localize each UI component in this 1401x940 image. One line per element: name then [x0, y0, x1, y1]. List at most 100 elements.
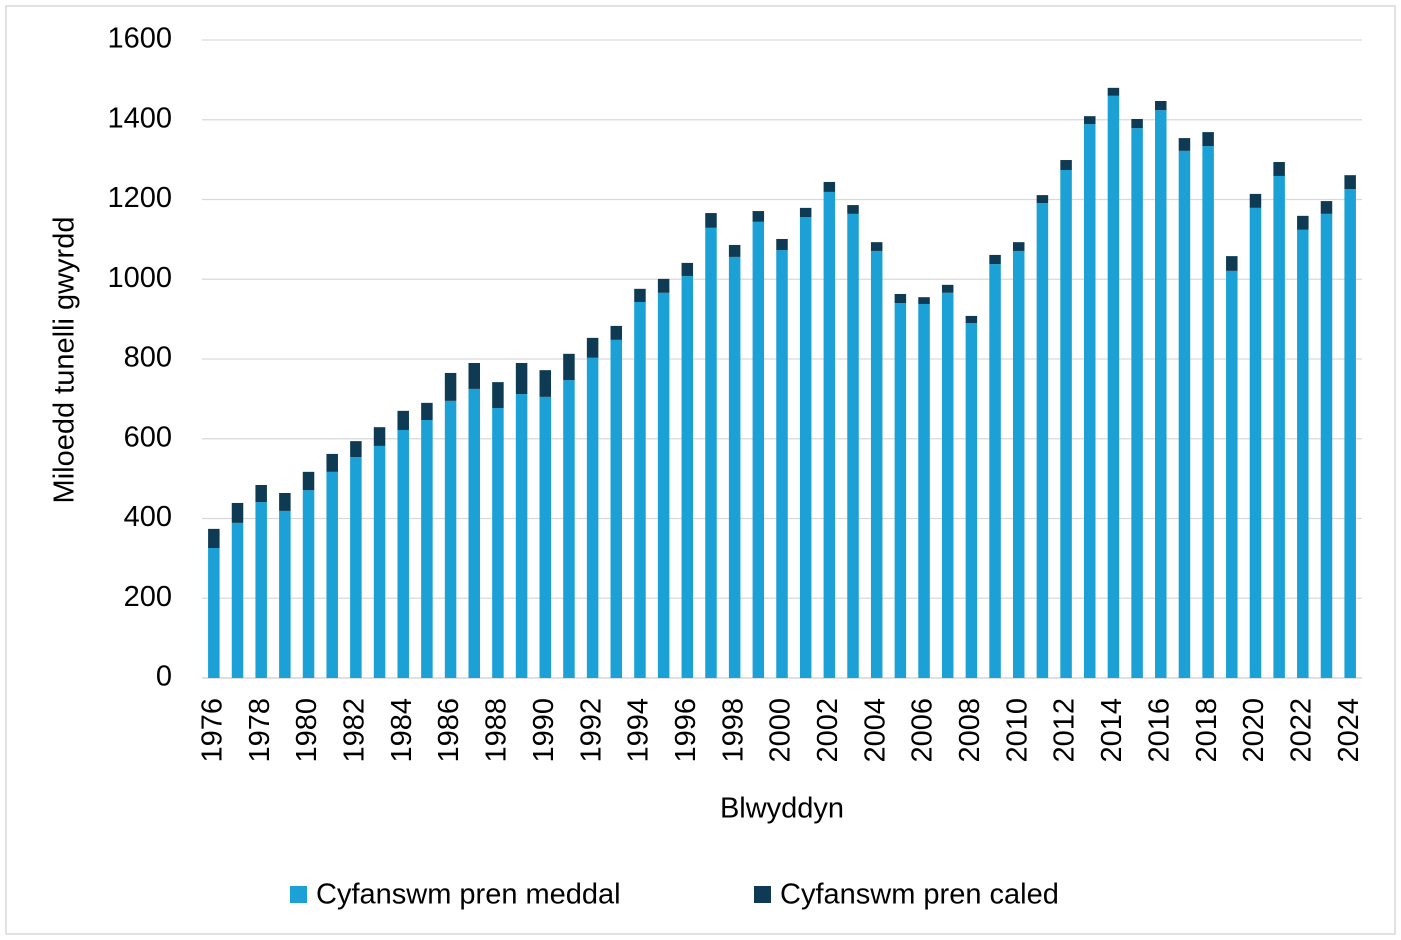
bar-segment: [1178, 150, 1191, 679]
bar-segment: [326, 453, 338, 472]
bar-segment: [1202, 132, 1214, 147]
y-tick-label: 1400: [107, 102, 172, 134]
bar-segment: [1273, 162, 1285, 176]
bar-segment: [1297, 229, 1309, 678]
bar-segment: [1155, 101, 1167, 111]
bar-segment: [1036, 195, 1049, 204]
legend-label: Cyfanswm pren meddal: [316, 879, 621, 911]
bar-segment: [1249, 193, 1262, 208]
bar-segment: [1344, 189, 1356, 678]
bar-segment: [563, 380, 575, 678]
x-tick-label: 2016: [1143, 698, 1175, 763]
bar-segment: [823, 181, 836, 192]
y-tick-label: 0: [156, 661, 172, 693]
x-tick-label: 2002: [812, 698, 844, 763]
bar-segment: [847, 205, 859, 214]
bar-segment: [799, 217, 812, 679]
x-tick-label: 1976: [196, 698, 228, 763]
x-tick-label: 2000: [765, 698, 797, 763]
bar-segment: [1320, 213, 1333, 679]
bar-segment: [1084, 116, 1096, 125]
bar-segment: [705, 213, 717, 228]
x-tick-label: 1986: [433, 698, 465, 763]
x-tick-label: 2018: [1191, 698, 1223, 763]
bar-segment: [468, 388, 480, 678]
bar-segment: [302, 471, 315, 491]
x-tick-label: 1984: [386, 698, 418, 763]
y-tick-label: 200: [124, 581, 172, 613]
x-tick-label: 1988: [481, 698, 513, 763]
bar-segment: [681, 262, 694, 277]
bar-segment: [918, 303, 930, 678]
bar-segment: [776, 238, 788, 251]
bar-segment: [989, 264, 1001, 678]
bar-segment: [1297, 215, 1309, 230]
x-tick-label: 1994: [623, 698, 655, 763]
bar-segment: [326, 471, 338, 678]
bar-segment: [515, 362, 528, 395]
y-tick-label: 1200: [107, 182, 172, 214]
x-tick-label: 2008: [954, 698, 986, 763]
bar-segment: [255, 485, 267, 503]
y-tick-label: 600: [124, 421, 172, 453]
x-tick-label: 2014: [1096, 698, 1128, 763]
x-axis-title: Blwyddyn: [720, 793, 844, 825]
bar-segment: [373, 427, 386, 446]
bar-segment: [705, 227, 717, 678]
bar-segment: [1226, 256, 1238, 271]
bar-segment: [444, 372, 457, 401]
bar-segment: [728, 244, 741, 257]
bar-segment: [1084, 124, 1096, 679]
bar-segment: [1107, 87, 1120, 96]
bar-segment: [586, 357, 599, 678]
x-tick-label: 2012: [1049, 698, 1081, 763]
legend-swatch: [754, 886, 771, 903]
bar-segment: [965, 315, 978, 324]
bar-segment: [231, 522, 244, 678]
bar-segment: [1107, 95, 1120, 678]
bar-segment: [397, 429, 409, 678]
bar-segment: [421, 402, 433, 421]
bar-segment: [1060, 169, 1072, 678]
bar-segment: [681, 276, 694, 678]
bar-segment: [965, 323, 978, 678]
bar-segment: [823, 191, 836, 678]
bar-segment: [894, 294, 907, 304]
bar-segment: [492, 408, 504, 678]
x-tick-label: 2004: [859, 698, 891, 763]
bar-segment: [231, 502, 244, 523]
x-tick-label: 1990: [528, 698, 560, 763]
bar-segment: [1320, 201, 1333, 214]
x-tick-label: 2022: [1285, 698, 1317, 763]
x-tick-label: 1982: [339, 698, 371, 763]
bar-segment: [1060, 160, 1072, 170]
bar-segment: [302, 490, 315, 678]
bar-segment: [444, 400, 457, 678]
bar-segment: [208, 528, 220, 549]
bar-segment: [894, 303, 907, 678]
bar-segment: [1036, 203, 1049, 678]
bar-segment: [397, 410, 409, 430]
bar-segment: [421, 420, 433, 678]
bar-segment: [776, 250, 788, 679]
y-tick-label: 800: [124, 342, 172, 374]
x-tick-label: 1996: [670, 698, 702, 763]
bar-segment: [539, 370, 552, 397]
bar-segment: [468, 362, 480, 389]
x-tick-label: 2020: [1238, 698, 1270, 763]
bar-segment: [1226, 270, 1238, 678]
bar-segment: [208, 548, 220, 678]
x-tick-label: 1992: [575, 698, 607, 763]
bar-segment: [1178, 138, 1191, 151]
bar-segment: [799, 207, 812, 218]
bar-segment: [279, 510, 291, 678]
bar-segment: [1012, 250, 1025, 678]
bar-segment: [847, 213, 859, 679]
bar-segment: [657, 292, 670, 678]
bar-segment: [752, 221, 765, 678]
bar-segment: [1012, 242, 1025, 251]
bar-segment: [657, 278, 670, 293]
bar-segment: [255, 502, 267, 678]
bar-segment: [941, 292, 954, 678]
